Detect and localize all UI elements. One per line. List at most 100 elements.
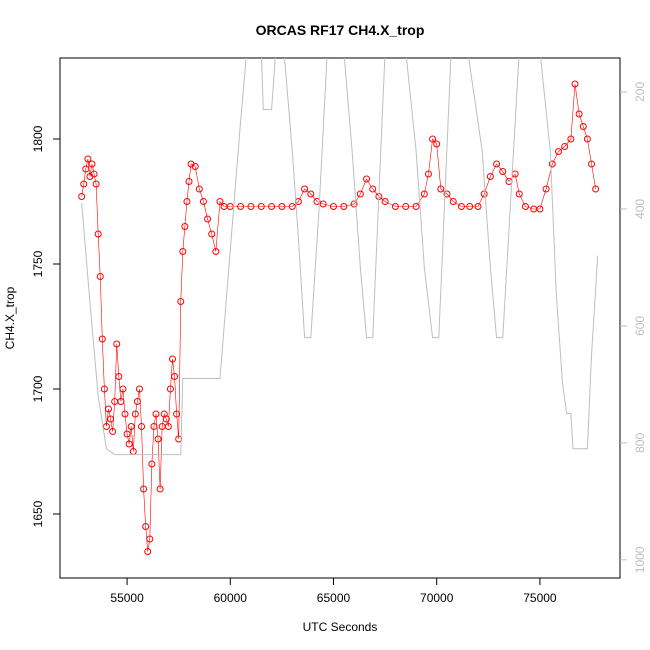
point	[96, 273, 104, 280]
point	[150, 423, 158, 430]
point	[127, 423, 135, 430]
point	[135, 385, 143, 393]
point	[156, 485, 164, 493]
point	[144, 548, 152, 555]
point	[449, 198, 457, 205]
x-axis-label: UTC Seconds	[303, 620, 378, 634]
point	[268, 203, 276, 210]
point	[98, 335, 106, 343]
point	[592, 185, 600, 193]
chart-title: ORCAS RF17 CH4.X_trop	[256, 22, 425, 38]
y-tick-label: 1650	[31, 500, 45, 527]
point	[420, 190, 428, 198]
point	[78, 193, 86, 200]
y-tick-label: 1700	[31, 375, 45, 402]
point	[121, 410, 129, 418]
point	[146, 535, 154, 543]
x-tick-label: 65000	[317, 591, 351, 605]
point	[554, 148, 562, 155]
point	[480, 190, 488, 198]
point	[536, 205, 544, 213]
point	[571, 80, 579, 88]
point	[499, 168, 507, 175]
point	[493, 160, 501, 168]
point	[88, 160, 96, 168]
point	[319, 200, 327, 208]
point	[486, 173, 494, 180]
point	[521, 203, 529, 210]
point	[191, 163, 199, 170]
point	[164, 423, 172, 430]
point	[142, 523, 150, 530]
point	[247, 203, 255, 210]
point	[105, 405, 113, 413]
point	[125, 440, 133, 448]
point	[80, 180, 88, 188]
point	[457, 203, 465, 210]
point	[148, 460, 156, 468]
point	[131, 410, 139, 418]
pressure-line	[81, 58, 599, 456]
point	[173, 410, 181, 418]
point	[154, 435, 162, 443]
point	[162, 415, 170, 423]
point	[307, 190, 315, 198]
point	[350, 200, 358, 208]
x-tick-label: 70000	[420, 591, 454, 605]
plot-area	[78, 58, 600, 555]
point	[515, 190, 523, 198]
point	[437, 185, 445, 193]
point	[175, 435, 183, 443]
point	[138, 423, 146, 430]
point	[363, 175, 371, 183]
point	[183, 198, 191, 205]
point	[474, 203, 482, 210]
point	[542, 185, 550, 193]
point	[94, 230, 102, 238]
point	[575, 110, 583, 118]
point	[185, 178, 193, 185]
point	[168, 355, 176, 363]
point	[109, 428, 117, 435]
point	[548, 160, 556, 168]
point	[100, 385, 108, 393]
point	[412, 203, 420, 210]
point	[424, 170, 432, 178]
point	[257, 203, 265, 210]
point	[166, 385, 174, 393]
point	[402, 203, 410, 210]
point	[588, 160, 596, 168]
point	[199, 198, 207, 205]
point	[579, 123, 587, 130]
point	[466, 203, 474, 210]
point	[391, 203, 399, 210]
point	[567, 135, 575, 143]
y2-tick-label: 400	[633, 199, 647, 219]
point	[429, 135, 437, 143]
y-tick-label: 1800	[31, 125, 45, 152]
point	[216, 198, 224, 205]
x-tick-label: 60000	[214, 591, 248, 605]
y2-tick-label: 200	[633, 82, 647, 102]
point	[212, 248, 220, 255]
point	[92, 180, 100, 188]
point	[204, 215, 212, 223]
point	[288, 203, 296, 210]
point	[115, 373, 123, 380]
point	[561, 143, 569, 150]
point	[123, 430, 131, 438]
point	[381, 198, 389, 205]
point	[84, 155, 92, 163]
point	[181, 223, 189, 230]
point	[113, 340, 121, 348]
point	[119, 385, 127, 393]
y-axis-label: CH4.X_trop	[3, 286, 17, 349]
point	[171, 373, 179, 380]
point	[329, 203, 337, 210]
y2-tick-label: 1000	[633, 546, 647, 573]
point	[340, 203, 348, 210]
point	[443, 190, 451, 198]
point	[278, 203, 286, 210]
point	[313, 198, 321, 205]
